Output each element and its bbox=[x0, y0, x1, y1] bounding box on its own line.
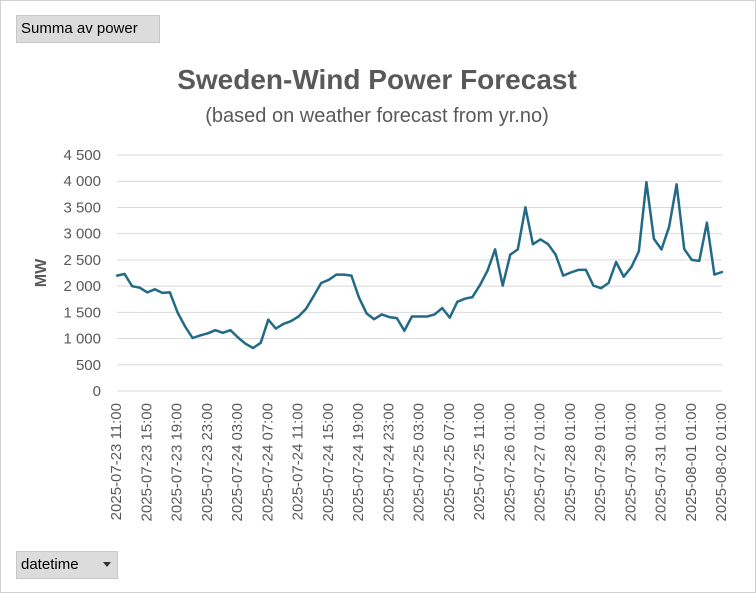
pivot-value-field-button[interactable]: Summa av power bbox=[16, 15, 160, 43]
pivot-axis-field-label: datetime bbox=[21, 556, 79, 573]
pivot-axis-field-button[interactable]: datetime bbox=[16, 551, 118, 579]
dropdown-arrow-icon[interactable] bbox=[103, 562, 111, 567]
